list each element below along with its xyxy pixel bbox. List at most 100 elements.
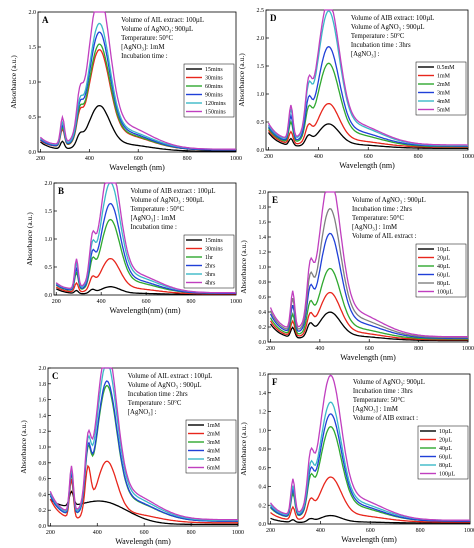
x-axis-label: Wavelength (nm) [115, 537, 171, 546]
legend-entry: 15mins [205, 238, 223, 244]
y-tick-label: 0.6 [259, 466, 267, 472]
legend-entry: 2hrs [205, 264, 216, 270]
y-tick-label: 2.0 [39, 366, 47, 372]
legend-entry: 4hrs [205, 281, 216, 287]
panel-c: 200 400 600 800 1000 0.0 0.2 0.4 0.6 0.8 1.0 1.2 1.4… [19, 366, 244, 546]
y-tick-label: 0.8 [259, 280, 267, 286]
legend-entry: 2mM [207, 432, 221, 438]
y-tick-label: 0.4 [259, 485, 267, 491]
y-tick-label: 1.0 [257, 92, 265, 98]
y-tick-label: 0.6 [259, 295, 267, 301]
condition-text: [AgNO₃] : [351, 51, 380, 58]
condition-text: Volume of AgNO₃ : 900µL [130, 197, 204, 204]
x-tick-label: 800 [416, 528, 425, 534]
y-tick-label: 0.2 [39, 508, 47, 514]
condition-text: Temperature: 50°C [121, 35, 173, 42]
legend-entry: 1mM [207, 423, 221, 429]
condition-text: Volume of AIL extract : [352, 233, 417, 240]
legend-entry: 60µL [439, 455, 452, 461]
panel-d: 200 400 600 800 1000 0.0 0.5 1.0 1.5 2.0 2.5 Wavele… [237, 8, 474, 170]
legend-entry: 1hr [205, 255, 213, 261]
y-tick-label: 1.0 [259, 428, 267, 434]
x-axis-label: Wavelength (nm) [340, 353, 396, 362]
y-axis-label: Absorbance (a.u.) [9, 55, 18, 109]
legend-entry: 30mins [205, 247, 223, 253]
legend-entry: 5mM [437, 108, 451, 114]
y-tick-label: 0.0 [257, 148, 265, 154]
series-line-6 [269, 374, 470, 521]
y-tick-label: 1.5 [29, 45, 37, 51]
condition-text: Volume of AIB extract: 100µL [351, 15, 434, 22]
series-line-1 [269, 311, 468, 342]
legend-entry: 60µL [437, 273, 450, 279]
y-tick-label: 0.4 [39, 492, 47, 498]
condition-text: Temperature : 50°C [128, 400, 182, 407]
panel-b: 200 400 600 800 1000 0.0 0.5 1.0 1.5 2.0 Wavelengt… [25, 181, 242, 315]
condition-text: Volume of AIB extract : [353, 415, 418, 422]
legend-entry: 15mins [205, 67, 223, 73]
x-tick-label: 600 [364, 154, 373, 160]
x-tick-label: 600 [134, 156, 143, 162]
legend-box [417, 425, 469, 480]
y-tick-label: 0.5 [29, 115, 37, 121]
legend-entry: 10µL [437, 247, 450, 253]
condition-text: [AgNO₃] : [128, 409, 157, 416]
y-tick-label: 2.5 [257, 8, 265, 14]
condition-text: [AgNO₃]: 1mM [121, 44, 164, 51]
y-tick-label: 0.0 [259, 340, 267, 346]
legend-entry: 1mM [437, 74, 451, 80]
y-tick-label: 0.6 [39, 477, 47, 483]
series-line-6 [55, 182, 236, 294]
panel-label: B [58, 186, 64, 196]
y-tick-label: 1.0 [45, 237, 53, 243]
y-tick-label: 1.8 [39, 382, 47, 388]
x-tick-label: 400 [93, 530, 102, 536]
x-tick-label: 1000 [230, 156, 242, 162]
legend-entry: 6mM [207, 466, 221, 472]
series-line-6 [39, 11, 236, 150]
condition-text: Volume of AgNO₃: 900µL [121, 26, 193, 33]
series-line-4 [269, 413, 470, 522]
legend-entry: 5mM [207, 457, 221, 463]
y-tick-label: 1.2 [259, 250, 267, 256]
y-axis-label: Absorbance (a.u.) [237, 53, 246, 107]
y-tick-label: 0.4 [259, 310, 267, 316]
series-line-6 [49, 367, 238, 521]
legend-entry: 80µL [439, 463, 452, 469]
y-tick-label: 1.5 [257, 64, 265, 70]
x-tick-label: 200 [46, 530, 55, 536]
y-tick-label: 1.6 [259, 220, 267, 226]
condition-text: Volume of AgNO₃ : 900µL [128, 382, 202, 389]
plot-frame [265, 9, 469, 151]
condition-text: Temperature : 50°C [351, 33, 405, 40]
y-axis-label: Absorbance (a.u.) [239, 422, 248, 476]
x-tick-label: 200 [266, 528, 275, 534]
legend-box [185, 419, 237, 474]
y-tick-label: 1.2 [39, 429, 47, 435]
y-tick-label: 0.8 [39, 461, 47, 467]
y-axis-label: Absorbance (a.u.) [25, 212, 34, 266]
y-tick-label: 0.5 [257, 120, 265, 126]
y-tick-label: 2.0 [45, 181, 53, 187]
legend-box [183, 63, 235, 118]
x-tick-label: 1000 [464, 528, 474, 534]
x-tick-label: 600 [365, 346, 374, 352]
legend-entry: 150mins [205, 110, 226, 116]
series-line-5 [269, 207, 468, 339]
y-tick-label: 1.4 [39, 413, 47, 419]
x-tick-label: 400 [315, 346, 324, 352]
x-tick-label: 400 [316, 528, 325, 534]
series-line-2 [269, 291, 468, 341]
y-tick-label: 1.2 [259, 410, 267, 416]
y-tick-label: 2.0 [257, 36, 265, 42]
series-line-1 [270, 514, 470, 524]
series-line-2 [55, 257, 236, 295]
legend-entry: 100µL [439, 472, 455, 478]
x-axis-label: Wavelength(nm) (nm) [109, 306, 180, 315]
x-tick-label: 800 [187, 299, 196, 305]
series-line-1 [40, 104, 236, 152]
x-tick-label: 800 [414, 154, 423, 160]
x-tick-label: 600 [366, 528, 375, 534]
y-tick-label: 1.0 [39, 445, 47, 451]
x-axis-label: Wavelength (nm) [339, 161, 395, 170]
